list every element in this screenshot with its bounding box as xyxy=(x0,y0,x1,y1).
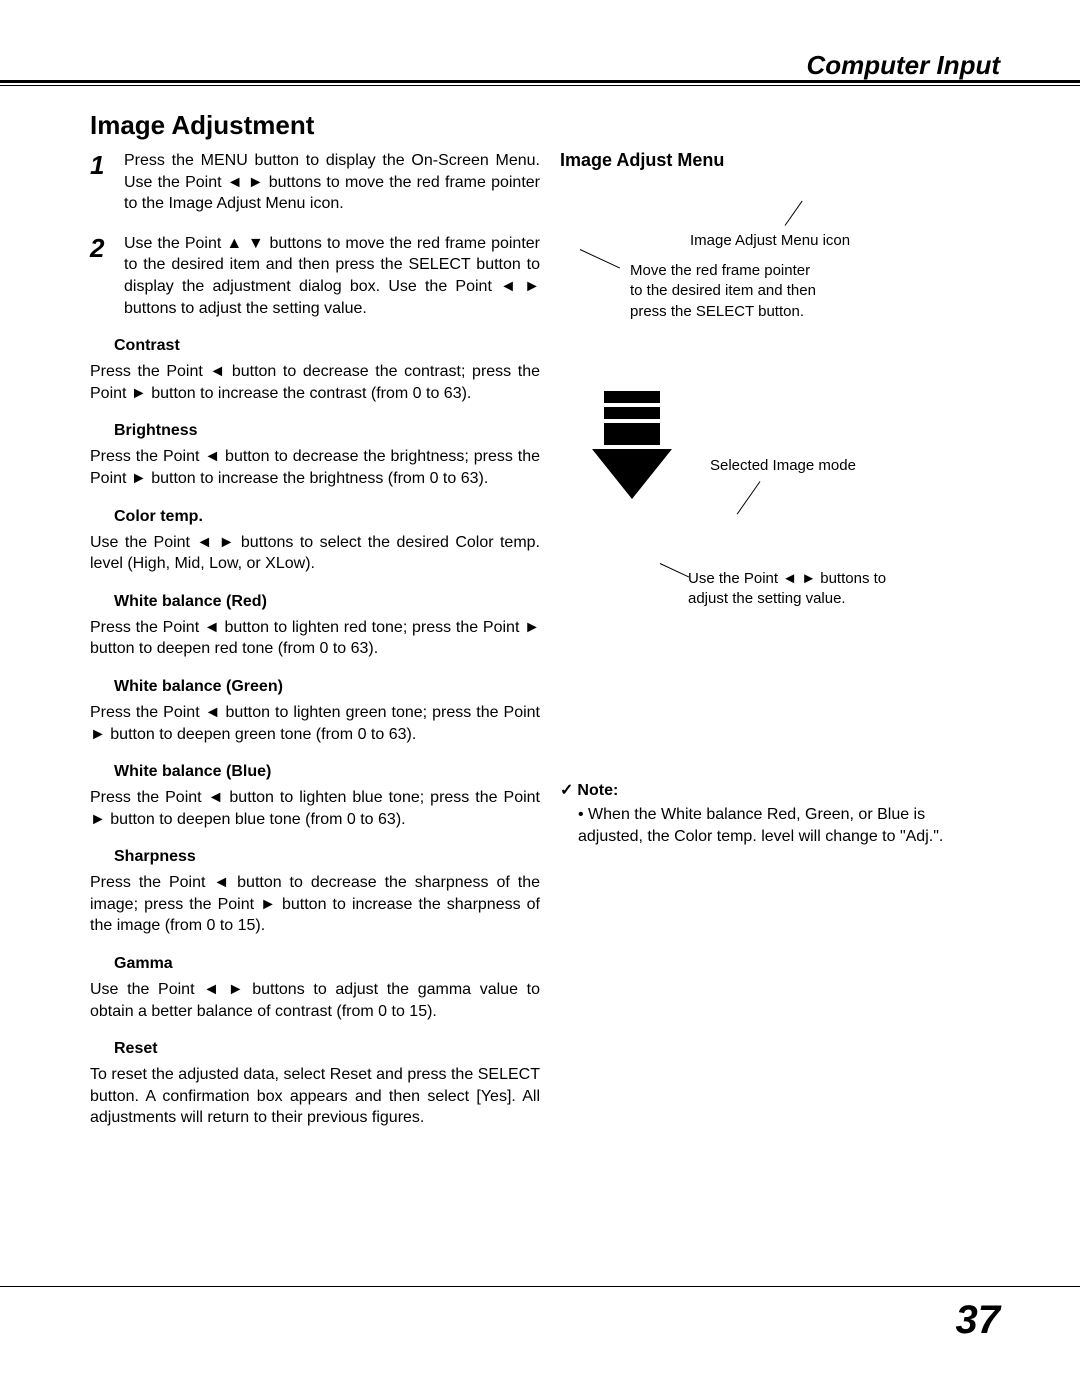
param-color-temp: Color temp. Use the Point ◄ ► buttons to… xyxy=(90,508,540,575)
step-text: Use the Point ▲ ▼ buttons to move the re… xyxy=(124,233,540,319)
callout-use-point: Use the Point ◄ ► buttons to adjust the … xyxy=(688,569,928,610)
param-text: Press the Point ◄ button to decrease the… xyxy=(90,872,540,937)
param-contrast: Contrast Press the Point ◄ button to dec… xyxy=(90,337,540,404)
lead-line xyxy=(660,563,689,577)
param-text: Use the Point ◄ ► buttons to select the … xyxy=(90,532,540,575)
step-number: 1 xyxy=(90,150,124,215)
param-text: Press the Point ◄ button to decrease the… xyxy=(90,446,540,489)
param-wb-green: White balance (Green) Press the Point ◄ … xyxy=(90,678,540,745)
param-title: Color temp. xyxy=(114,508,540,526)
step-number: 2 xyxy=(90,233,124,319)
chapter-title: Computer Input xyxy=(806,50,1000,81)
document-page: Computer Input Image Adjustment 1 Press … xyxy=(0,0,1080,1397)
param-title: White balance (Blue) xyxy=(114,763,540,781)
page-number: 37 xyxy=(956,1298,1001,1343)
param-text: Press the Point ◄ button to lighten gree… xyxy=(90,702,540,745)
note-block: ✓Note: • When the White balance Red, Gre… xyxy=(560,780,980,847)
param-wb-blue: White balance (Blue) Press the Point ◄ b… xyxy=(90,763,540,830)
param-title: White balance (Red) xyxy=(114,593,540,611)
step-text: Press the MENU button to display the On-… xyxy=(124,150,540,215)
param-title: Gamma xyxy=(114,955,540,973)
callout-icon: Image Adjust Menu icon xyxy=(690,231,890,251)
note-text: • When the White balance Red, Green, or … xyxy=(578,804,980,847)
param-title: Contrast xyxy=(114,337,540,355)
param-title: Brightness xyxy=(114,422,540,440)
footer-rule xyxy=(0,1286,1080,1287)
lead-line xyxy=(737,481,761,514)
param-title: Sharpness xyxy=(114,848,540,866)
param-title: Reset xyxy=(114,1040,540,1058)
lead-line xyxy=(580,249,620,269)
param-title: White balance (Green) xyxy=(114,678,540,696)
right-column: Image Adjust Menu Image Adjust Menu icon… xyxy=(560,150,990,621)
param-text: To reset the adjusted data, select Reset… xyxy=(90,1064,540,1129)
param-reset: Reset To reset the adjusted data, select… xyxy=(90,1040,540,1129)
note-label: Note: xyxy=(577,782,618,799)
param-text: Press the Point ◄ button to lighten red … xyxy=(90,617,540,660)
param-brightness: Brightness Press the Point ◄ button to d… xyxy=(90,422,540,489)
param-gamma: Gamma Use the Point ◄ ► buttons to adjus… xyxy=(90,955,540,1022)
left-column: 1 Press the MENU button to display the O… xyxy=(90,150,540,1129)
param-wb-red: White balance (Red) Press the Point ◄ bu… xyxy=(90,593,540,660)
down-arrow-icon xyxy=(604,391,672,499)
param-text: Press the Point ◄ button to decrease the… xyxy=(90,361,540,404)
callout-move: Move the red frame pointer to the desire… xyxy=(630,261,820,322)
note-title: ✓Note: xyxy=(560,780,980,800)
right-title: Image Adjust Menu xyxy=(560,150,990,171)
step-1: 1 Press the MENU button to display the O… xyxy=(90,150,540,215)
callout-area: Image Adjust Menu icon Move the red fram… xyxy=(560,201,990,621)
param-text: Press the Point ◄ button to lighten blue… xyxy=(90,787,540,830)
param-text: Use the Point ◄ ► buttons to adjust the … xyxy=(90,979,540,1022)
section-title: Image Adjustment xyxy=(90,110,314,141)
param-sharpness: Sharpness Press the Point ◄ button to de… xyxy=(90,848,540,937)
step-2: 2 Use the Point ▲ ▼ buttons to move the … xyxy=(90,233,540,319)
lead-line xyxy=(785,201,803,226)
callout-selected: Selected Image mode xyxy=(710,456,930,476)
check-icon: ✓ xyxy=(560,782,573,799)
